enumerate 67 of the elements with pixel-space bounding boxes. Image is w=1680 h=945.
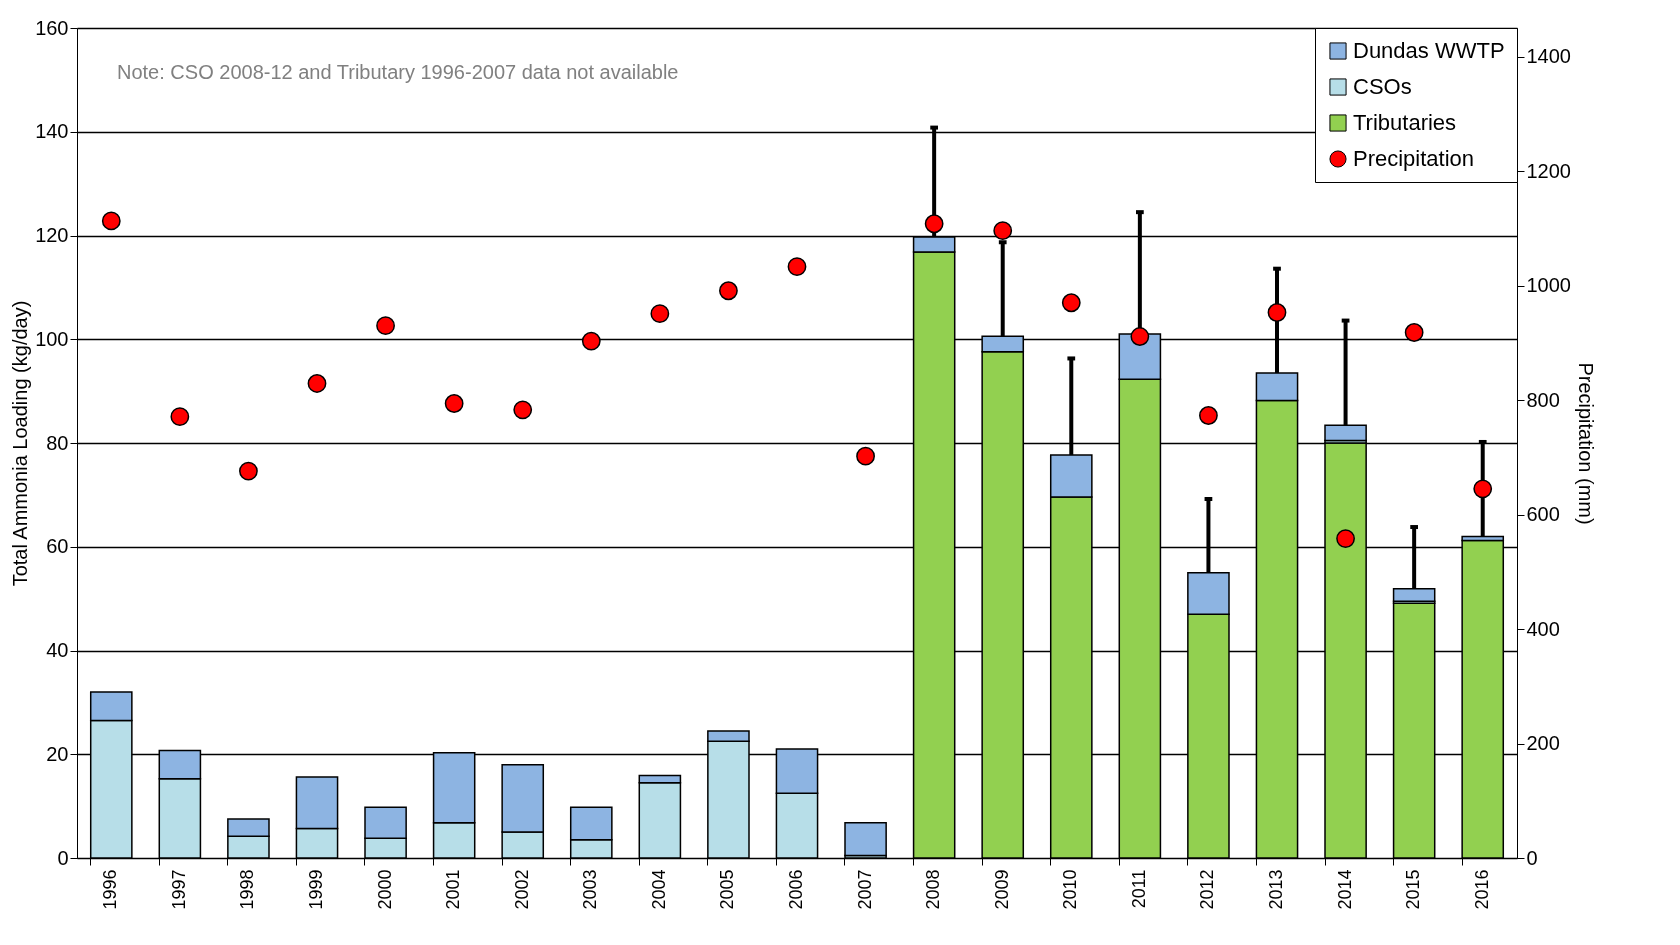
y2-tick-label: 1000: [1526, 274, 1571, 297]
point: [719, 281, 738, 301]
y-tick-label: 60: [46, 535, 69, 558]
y2-tick-label: 800: [1526, 388, 1560, 411]
y2-tick-label: 400: [1526, 617, 1560, 640]
point: [1199, 406, 1218, 425]
y2-tick-label: 1400: [1526, 45, 1571, 68]
point: [1267, 303, 1287, 322]
y-tick-label: 160: [35, 16, 69, 39]
x-tick-label: 2004: [648, 869, 669, 910]
point: [444, 394, 464, 413]
x-tick-label: 2003: [580, 869, 601, 910]
y-axis-title: Total Ammonia Loading (kg/day): [9, 300, 32, 587]
x-tick-label: 2016: [1471, 869, 1492, 910]
x-tick-label: 2014: [1334, 869, 1355, 910]
y2-axis-title: Precipitation (mm): [1574, 362, 1597, 525]
y-tick-label: 40: [46, 639, 69, 661]
x-tick-label: 2007: [854, 869, 875, 910]
x-tick-label: 2009: [991, 869, 1012, 910]
point: [924, 214, 944, 234]
x-tick-label: 2013: [1266, 869, 1286, 910]
x-tick-label: 2010: [1060, 869, 1081, 910]
point: [170, 407, 190, 427]
point: [581, 331, 601, 351]
y-tick-label: 20: [46, 742, 69, 765]
point: [1404, 323, 1424, 342]
point: [1473, 479, 1493, 499]
x-tick-label: 2012: [1197, 869, 1218, 910]
legend-label: Precipitation: [1353, 146, 1475, 171]
y-tick-label: 140: [35, 120, 69, 143]
legend-label: Tributaries: [1353, 110, 1457, 135]
x-tick-label: 1998: [237, 869, 258, 910]
point: [787, 257, 807, 277]
point: [376, 316, 395, 336]
point: [1130, 327, 1150, 346]
x-tick-label: 2001: [443, 869, 464, 910]
y-tick-label: 0: [57, 846, 69, 869]
x-tick-label: 1999: [306, 869, 326, 910]
y-tick-label: 100: [35, 327, 69, 350]
legend-label: Dundas WWTP: [1353, 38, 1505, 63]
point: [650, 304, 670, 324]
y2-tick-label: 600: [1526, 503, 1560, 526]
x-tick-label: 1997: [168, 869, 189, 910]
annotation: Note: CSO 2008-12 and Tributary 1996-2007 data not available: [117, 61, 679, 83]
point: [856, 446, 875, 466]
x-tick-label: 2011: [1128, 869, 1149, 909]
x-tick-label: 2008: [923, 869, 944, 910]
x-tick-label: 2002: [511, 869, 532, 910]
x-tick-label: 2000: [374, 869, 395, 910]
legend-label: CSOs: [1353, 74, 1412, 99]
point: [307, 374, 327, 393]
point: [1061, 293, 1081, 313]
y2-tick-label: 1200: [1526, 159, 1571, 182]
y-tick-label: 120: [35, 224, 69, 246]
bar: [844, 821, 887, 857]
x-tick-label: 2005: [717, 869, 738, 910]
y2-tick-label: 200: [1526, 732, 1560, 755]
y2-tick-label: 0: [1526, 846, 1538, 869]
point: [993, 221, 1013, 241]
x-tick-label: 2006: [786, 869, 806, 910]
point: [513, 400, 533, 420]
point: [101, 211, 121, 231]
x-tick-label: 1996: [100, 869, 121, 910]
point: [1336, 529, 1355, 548]
x-tick-label: 2015: [1403, 869, 1424, 910]
point: [239, 461, 258, 481]
y-tick-label: 80: [46, 431, 69, 454]
